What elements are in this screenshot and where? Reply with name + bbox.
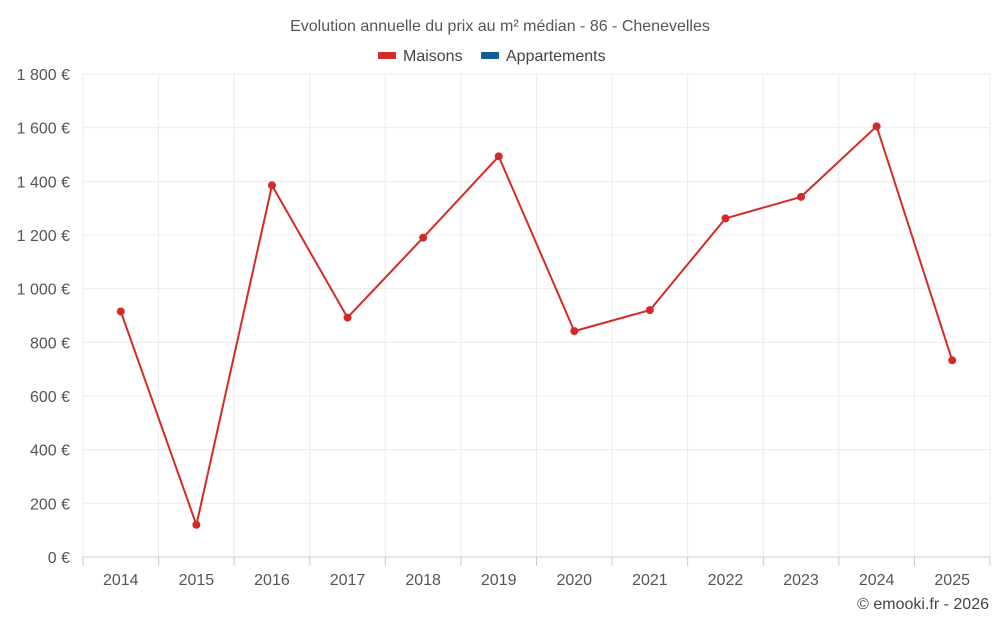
data-point-maisons-2024[interactable]: [872, 122, 881, 131]
data-point-maisons-2016[interactable]: [267, 181, 276, 190]
x-tick-label: 2023: [783, 572, 819, 589]
axes: [82, 556, 991, 566]
data-point-maisons-2025[interactable]: [948, 356, 957, 365]
x-tick-label: 2020: [556, 572, 592, 589]
data-point-maisons-2019[interactable]: [494, 152, 503, 161]
x-tick-label: 2017: [330, 572, 366, 589]
legend-swatch-maisons: [378, 52, 396, 59]
series-line-maisons: [119, 125, 954, 526]
data-point-maisons-2014[interactable]: [116, 307, 125, 316]
y-tick-label: 1 600 €: [17, 121, 70, 138]
data-point-maisons-2018[interactable]: [419, 233, 428, 242]
x-tick-label: 2015: [179, 572, 215, 589]
data-point-maisons-2020[interactable]: [570, 327, 579, 336]
x-tick-label: 2025: [934, 572, 970, 589]
grid-lines: [82, 73, 991, 557]
legend-item-appartements[interactable]: Appartements: [481, 48, 606, 65]
x-tick-label: 2024: [859, 572, 895, 589]
y-tick-label: 200 €: [30, 496, 70, 513]
y-tick-label: 400 €: [30, 443, 70, 460]
y-tick-label: 1 200 €: [17, 228, 70, 245]
x-tick-label: 2022: [708, 572, 744, 589]
x-axis-ticks: 2014 2015 2016 2017 2018 2019 2020 2021 2022 2023…: [103, 572, 970, 589]
legend-label-maisons: Maisons: [403, 48, 463, 65]
legend-item-maisons[interactable]: Maisons: [378, 48, 463, 65]
chart-title: Evolution annuelle du prix au m² médian …: [290, 18, 710, 35]
series-layer: [116, 122, 957, 529]
y-tick-label: 1 000 €: [17, 282, 70, 299]
data-point-maisons-2022[interactable]: [721, 214, 730, 223]
y-tick-label: 0 €: [48, 550, 70, 567]
y-tick-label: 800 €: [30, 335, 70, 352]
x-tick-label: 2018: [405, 572, 441, 589]
y-tick-label: 1 400 €: [17, 174, 70, 191]
data-point-maisons-2015[interactable]: [192, 520, 201, 529]
data-point-maisons-2021[interactable]: [645, 306, 654, 315]
credit-text: © emooki.fr - 2026: [857, 596, 989, 613]
x-tick-label: 2014: [103, 572, 139, 589]
x-tick-label: 2019: [481, 572, 517, 589]
legend: Maisons Appartements: [378, 48, 606, 65]
y-tick-label: 600 €: [30, 389, 70, 406]
y-axis-ticks: 0 € 200 € 400 € 600 € 800 € 1 000 € 1 200 € 1 4…: [17, 67, 70, 567]
legend-label-appartements: Appartements: [506, 48, 606, 65]
legend-swatch-appartements: [481, 52, 499, 59]
x-tick-label: 2021: [632, 572, 668, 589]
data-point-maisons-2017[interactable]: [343, 313, 352, 322]
data-point-maisons-2023[interactable]: [797, 192, 806, 201]
y-tick-label: 1 800 €: [17, 67, 70, 84]
x-tick-label: 2016: [254, 572, 290, 589]
